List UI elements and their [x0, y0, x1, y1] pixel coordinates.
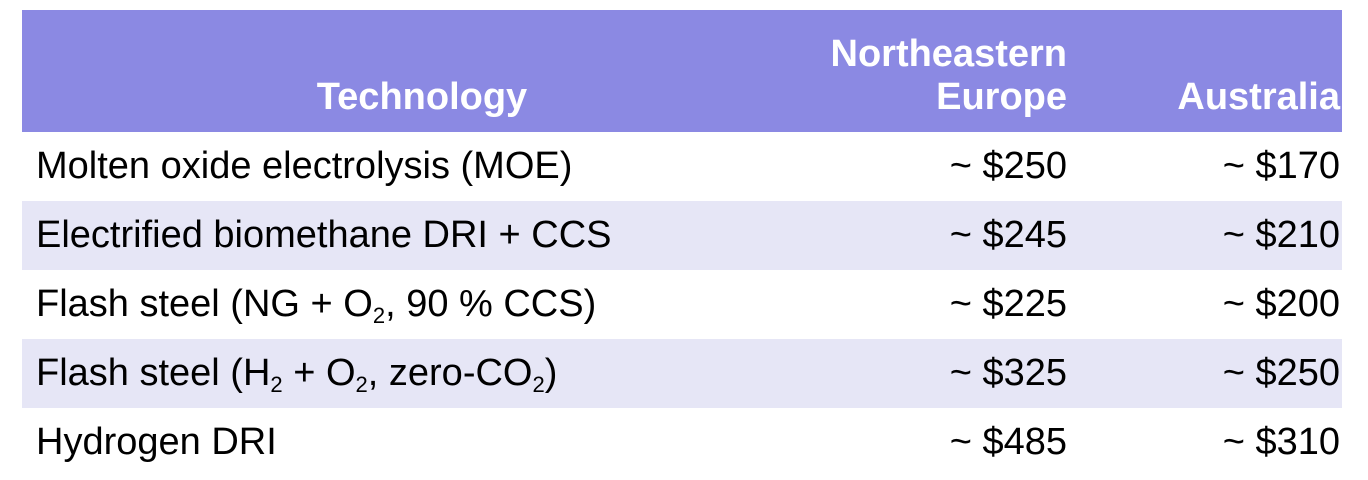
header-australia: Australia [1067, 76, 1342, 132]
technology-cell: Flash steel (H2 + O2, zero-CO2) [22, 352, 822, 397]
technology-text: , zero-CO [367, 352, 533, 394]
technology-text: ) [544, 352, 558, 394]
australia-cost: ~ $250 [1222, 352, 1340, 394]
table-row: Hydrogen DRI ~ $485 ~ $310 [22, 408, 1342, 477]
cost-comparison-table: Technology Northeastern Europe Australia… [22, 10, 1342, 477]
table-row: Flash steel (H2 + O2, zero-CO2) ~ $325 ~… [22, 339, 1342, 408]
technology-cell: Flash steel (NG + O2, 90 % CCS) [22, 283, 822, 328]
technology-text: + O [282, 352, 356, 394]
technology-text: Flash steel (NG + O [36, 283, 373, 325]
technology-cell: Molten oxide electrolysis (MOE) [22, 145, 822, 188]
table-row: Molten oxide electrolysis (MOE) ~ $250 ~… [22, 132, 1342, 201]
australia-cost: ~ $310 [1222, 421, 1340, 463]
australia-cost: ~ $210 [1222, 214, 1340, 256]
northeastern-europe-cost: ~ $225 [949, 283, 1067, 325]
header-northeastern-europe: Northeastern Europe [822, 33, 1068, 132]
header-northeastern-europe-line2: Europe [936, 76, 1067, 118]
northeastern-europe-cost: ~ $485 [949, 421, 1067, 463]
technology-text: Hydrogen DRI [36, 421, 277, 463]
header-northeastern-europe-line1: Northeastern [830, 33, 1068, 75]
subscript: 2 [270, 372, 283, 397]
technology-cell: Hydrogen DRI [22, 421, 822, 464]
australia-cost: ~ $200 [1222, 283, 1340, 325]
subscript: 2 [355, 372, 368, 397]
australia-cost: ~ $170 [1222, 145, 1340, 187]
header-australia-label: Australia [1177, 76, 1340, 118]
northeastern-europe-cost: ~ $245 [949, 214, 1067, 256]
northeastern-europe-cost: ~ $325 [949, 352, 1067, 394]
subscript: 2 [532, 372, 545, 397]
table-header: Technology Northeastern Europe Australia [22, 10, 1342, 132]
header-technology-label: Technology [316, 76, 528, 118]
technology-text: Electrified biomethane DRI + CCS [36, 214, 612, 256]
header-technology: Technology [22, 76, 822, 132]
table-row: Flash steel (NG + O2, 90 % CCS) ~ $225 ~… [22, 270, 1342, 339]
technology-text: Flash steel (H [36, 352, 271, 394]
technology-cell: Electrified biomethane DRI + CCS [22, 214, 822, 257]
technology-text: Molten oxide electrolysis (MOE) [36, 145, 573, 187]
technology-text: , 90 % CCS) [385, 283, 597, 325]
northeastern-europe-cost: ~ $250 [949, 145, 1067, 187]
table-row: Electrified biomethane DRI + CCS ~ $245 … [22, 201, 1342, 270]
subscript: 2 [372, 303, 386, 328]
